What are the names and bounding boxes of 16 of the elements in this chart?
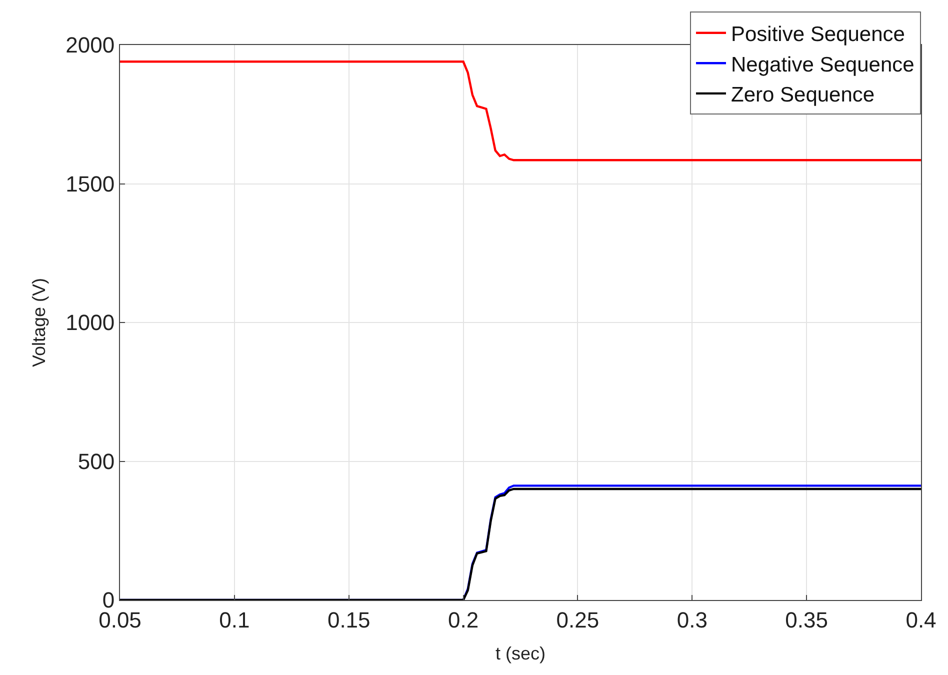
x-axis-title: t (sec) [495, 644, 546, 664]
x-tick-label: 0.15 [327, 607, 370, 632]
x-tick-label: 0.3 [676, 607, 708, 632]
legend-label: Zero Sequence [731, 84, 875, 107]
legend-label: Positive Sequence [731, 23, 905, 46]
y-tick-label: 2000 [66, 32, 115, 58]
x-tick-label: 0.2 [448, 607, 479, 632]
y-tick-label: 1500 [66, 171, 115, 196]
legend-label: Negative Sequence [731, 53, 914, 76]
x-tick-label: 0.4 [906, 607, 936, 632]
y-tick-label: 1000 [66, 310, 115, 336]
y-tick-label: 500 [78, 448, 115, 474]
x-tick-label: 0.25 [556, 607, 600, 632]
y-axis-title: Voltage (V) [28, 278, 49, 368]
x-tick-label: 0.1 [219, 607, 250, 632]
x-tick-label: 0.35 [785, 607, 828, 632]
